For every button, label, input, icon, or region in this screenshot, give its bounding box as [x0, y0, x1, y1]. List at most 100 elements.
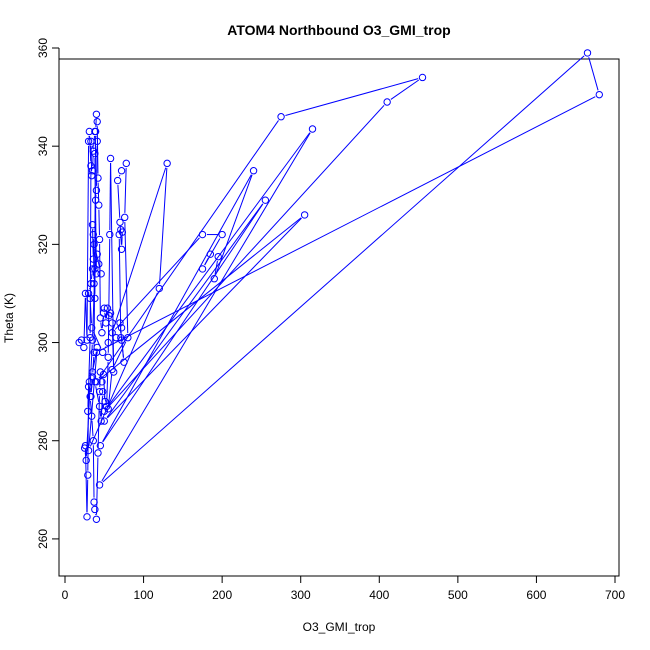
series-segment	[110, 162, 115, 368]
data-point	[116, 218, 124, 226]
data-point	[87, 279, 95, 288]
data-point	[91, 265, 99, 273]
x-tick-label: 400	[369, 588, 389, 602]
series-segment	[90, 145, 93, 172]
x-axis-label: O3_GMI_trop	[303, 620, 376, 634]
x-tick-label: 600	[526, 588, 546, 602]
series-segment	[118, 174, 121, 177]
data-point	[87, 162, 95, 170]
series-segment	[390, 79, 420, 100]
data-point	[210, 275, 218, 283]
data-point	[83, 513, 91, 521]
series-segment	[96, 457, 99, 515]
data-point	[93, 117, 101, 126]
data-point	[75, 338, 83, 347]
series-segment	[204, 257, 209, 266]
series-segment	[102, 203, 264, 443]
data-point	[95, 387, 104, 396]
data-point	[95, 260, 103, 268]
series-segment	[159, 167, 168, 285]
data-point	[97, 417, 105, 425]
data-point	[117, 245, 126, 253]
data-point	[95, 235, 104, 244]
data-point	[84, 407, 92, 415]
data-point	[88, 265, 97, 273]
y-tick-label: 340	[36, 136, 50, 156]
data-point	[198, 265, 207, 273]
data-point	[88, 167, 97, 175]
data-point	[92, 270, 101, 278]
data-point	[249, 167, 258, 175]
data-point	[277, 113, 285, 121]
x-tick-label: 0	[62, 588, 69, 602]
data-point	[88, 336, 97, 344]
data-point	[91, 149, 99, 158]
data-point	[583, 49, 592, 57]
series-segment	[117, 185, 121, 218]
data-point	[100, 304, 108, 312]
series-segment	[98, 209, 100, 235]
data-point	[90, 240, 98, 249]
data-point	[88, 368, 97, 376]
data-point	[89, 255, 97, 263]
series-segment	[215, 174, 253, 275]
data-point	[117, 324, 126, 332]
series-segment	[99, 410, 102, 417]
series-segment	[102, 55, 585, 483]
data-point	[84, 289, 93, 298]
series-segment	[89, 302, 92, 324]
data-point	[106, 230, 114, 239]
data-point	[88, 221, 97, 229]
data-point	[95, 402, 104, 411]
data-point	[218, 230, 226, 239]
series-segment	[107, 217, 302, 419]
series-segment	[96, 145, 98, 186]
series-segment	[92, 445, 95, 498]
data-point	[104, 353, 112, 361]
x-tick-label: 500	[448, 588, 468, 602]
series-segment	[106, 132, 311, 408]
series-segment	[285, 78, 419, 117]
data-point	[92, 515, 101, 523]
data-point	[124, 333, 132, 342]
data-point	[80, 444, 89, 452]
data-point	[113, 176, 122, 185]
y-axis: 260 280 300 320 340 360	[36, 38, 60, 549]
data-point	[93, 343, 101, 352]
data-point	[89, 230, 97, 239]
data-point	[86, 333, 94, 342]
series-segment	[113, 167, 167, 329]
data-point	[95, 481, 104, 489]
x-tick-label: 100	[134, 588, 154, 602]
data-point	[121, 213, 129, 222]
data-point	[383, 98, 391, 106]
series-segment	[106, 104, 385, 409]
data-point	[86, 392, 94, 401]
data-point	[84, 383, 93, 391]
data-point	[89, 437, 97, 445]
data-point	[84, 446, 93, 455]
data-point	[106, 309, 115, 317]
data-point	[91, 196, 100, 204]
data-point	[308, 125, 317, 133]
data-point	[206, 250, 215, 258]
data-point	[155, 284, 163, 293]
data-point	[88, 171, 96, 180]
series-segment	[97, 182, 100, 201]
data-point	[163, 159, 171, 168]
data-point	[106, 154, 115, 163]
data-point	[92, 186, 101, 195]
data-point	[92, 378, 101, 386]
series-segment	[89, 135, 92, 162]
series-segment	[588, 57, 599, 91]
data-point	[104, 338, 112, 347]
series-segment	[107, 239, 111, 353]
data-point	[88, 412, 96, 420]
series-segment	[100, 96, 596, 351]
data-point	[101, 397, 109, 406]
data-point	[91, 294, 99, 303]
data-point	[96, 441, 105, 450]
series-segment	[114, 237, 200, 330]
data-point	[90, 279, 98, 288]
